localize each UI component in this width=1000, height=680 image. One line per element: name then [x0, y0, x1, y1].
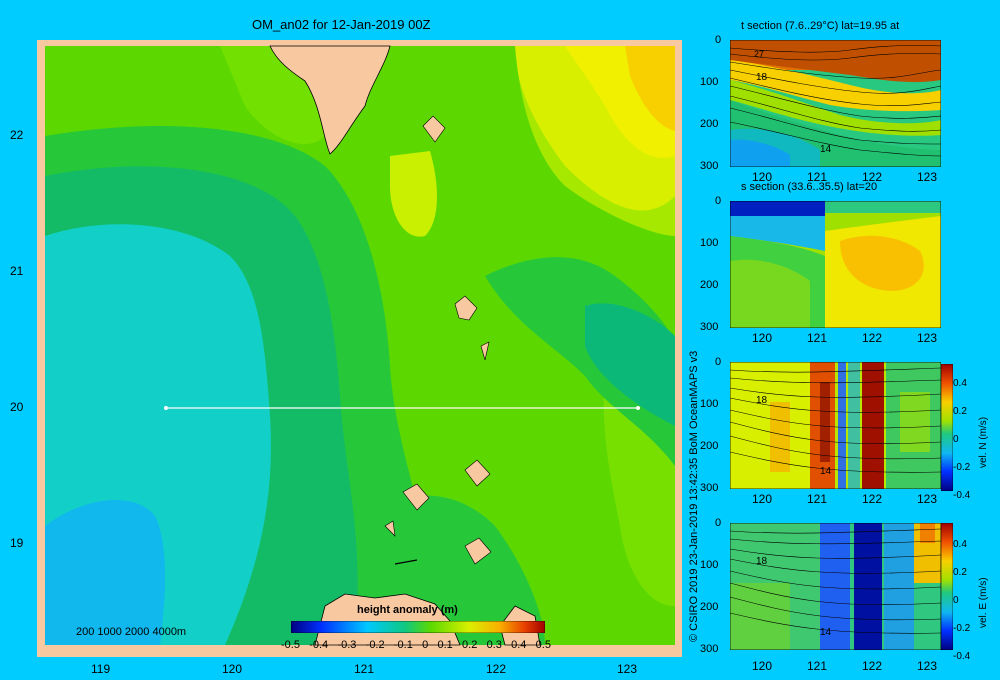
temperature-section [730, 40, 941, 167]
panel-title: t section (7.6..29°C) lat=19.95 at [741, 20, 900, 32]
contour-label: 18 [756, 556, 768, 567]
x-tick: 123 [917, 170, 938, 184]
y-tick: 21 [10, 264, 24, 278]
x-tick: 123 [917, 492, 938, 506]
y-tick: 19 [10, 536, 24, 550]
x-tick: 120 [752, 659, 773, 673]
y-tick: 200 [700, 118, 719, 130]
y-tick: 300 [700, 643, 719, 655]
colorbar-labels: -0.5 -0.4 -0.3 -0.2 -0.1 0 0.1 0.2 0.3 0.4 0.5 [281, 639, 551, 651]
contour-label: 14 [820, 466, 832, 477]
x-tick: 120 [222, 662, 243, 676]
vel-n-ticks: 0.4 0.2 0 -0.2 -0.4 [953, 378, 971, 501]
y-tick: 100 [700, 398, 719, 410]
x-tick: 120 [752, 492, 773, 506]
vel-n-colorbar [941, 364, 953, 491]
x-tick: 119 [91, 662, 111, 676]
x-tick: 121 [807, 659, 828, 673]
y-tick: 200 [700, 440, 719, 452]
x-tick: 120 [752, 170, 773, 184]
y-tick: 200 [700, 279, 719, 291]
panel-title: s section (33.6..35.5) lat=20 [741, 181, 878, 193]
credit-text: © CSIRO 2019 23-Jan-2019 13:42:35 BoM Oc… [688, 350, 700, 642]
contour-label: 14 [820, 144, 832, 155]
y-tick: 200 [700, 601, 719, 613]
x-tick: 121 [807, 492, 828, 506]
contour-label: 14 [820, 627, 832, 638]
y-tick: 300 [700, 160, 719, 172]
y-tick: 22 [10, 128, 24, 142]
velocity-north-section [730, 362, 941, 489]
velocity-east-section [730, 523, 941, 650]
y-tick: 0 [715, 195, 722, 207]
y-tick: 20 [10, 400, 24, 414]
y-tick: 100 [700, 559, 719, 571]
x-tick: 121 [807, 331, 828, 345]
y-tick: 0 [715, 356, 722, 368]
x-tick: 121 [354, 662, 375, 676]
y-tick: 100 [700, 76, 719, 88]
colorbar-title: height anomaly (m) [357, 604, 458, 616]
contour-label: 18 [756, 72, 768, 83]
x-tick: 122 [862, 492, 883, 506]
contour-label: 27 [754, 49, 765, 59]
height-colorbar [291, 621, 545, 633]
vel-e-ticks: 0.4 0.2 0 -0.2 -0.4 [953, 539, 971, 662]
x-tick: 123 [617, 662, 638, 676]
contour-label: 18 [756, 395, 768, 406]
x-tick: 120 [752, 331, 773, 345]
depth-scale: 200 1000 2000 4000m [76, 626, 187, 638]
x-tick: 122 [862, 170, 883, 184]
x-tick: 123 [917, 331, 938, 345]
vel-n-label: vel. N (m/s) [978, 416, 989, 468]
salinity-section [730, 201, 941, 328]
map-title: OM_an02 for 12-Jan-2019 00Z [252, 17, 431, 32]
y-tick: 100 [700, 237, 719, 249]
y-tick: 300 [700, 482, 719, 494]
vel-e-colorbar [941, 523, 953, 650]
x-tick: 121 [807, 170, 828, 184]
y-tick: 0 [715, 34, 722, 46]
y-tick: 300 [700, 321, 719, 333]
x-tick: 122 [862, 659, 883, 673]
land-taiwan [269, 45, 391, 155]
vel-e-label: vel. E (m/s) [978, 577, 989, 628]
y-tick: 0 [715, 517, 722, 529]
x-tick: 122 [862, 331, 883, 345]
x-tick: 123 [917, 659, 938, 673]
x-tick: 122 [486, 662, 507, 676]
height-anomaly-map [37, 40, 682, 657]
